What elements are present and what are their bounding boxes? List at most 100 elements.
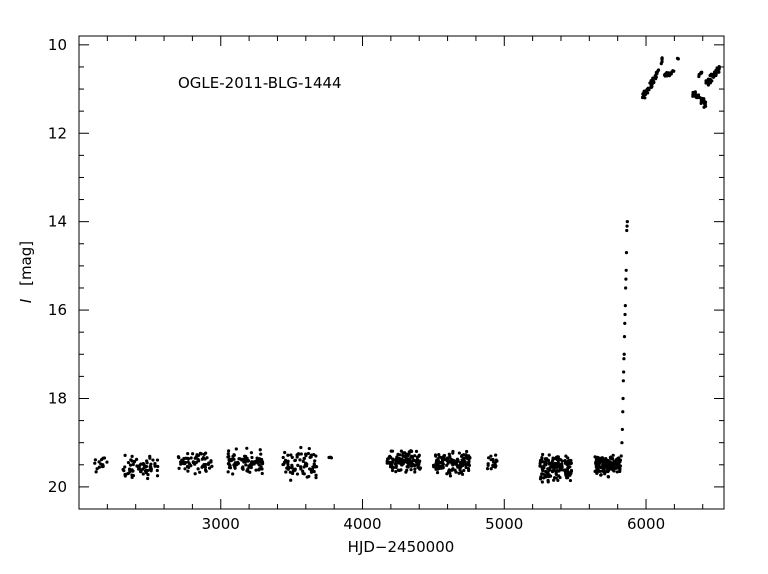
data-point <box>551 462 555 467</box>
data-point <box>138 463 142 467</box>
data-point <box>94 470 98 474</box>
data-point <box>314 476 318 480</box>
data-point <box>304 461 308 465</box>
data-point <box>156 464 160 469</box>
data-point <box>141 472 145 476</box>
x-tick-label: 5000 <box>485 515 523 533</box>
data-point <box>650 82 654 86</box>
data-point <box>404 457 408 461</box>
data-point <box>409 464 414 468</box>
data-point <box>460 472 465 476</box>
data-point <box>131 473 136 478</box>
data-point <box>435 464 440 468</box>
data-point <box>131 462 135 467</box>
data-point <box>556 460 560 464</box>
data-point <box>199 452 203 456</box>
data-point <box>441 458 445 462</box>
data-point <box>237 457 241 461</box>
data-point <box>286 467 290 471</box>
data-point <box>610 457 615 461</box>
data-point <box>448 459 452 463</box>
data-point <box>569 468 574 473</box>
data-point <box>569 458 573 463</box>
data-point <box>459 464 463 468</box>
data-point <box>406 465 410 469</box>
data-point <box>624 286 628 290</box>
data-point <box>540 472 544 476</box>
data-point <box>232 453 236 457</box>
data-point <box>181 459 185 463</box>
data-point <box>186 469 190 473</box>
data-point <box>415 458 419 462</box>
data-point <box>246 467 250 471</box>
data-point <box>451 463 455 467</box>
data-point <box>255 456 259 460</box>
y-tick-label: 16 <box>48 301 67 319</box>
data-point <box>146 476 150 481</box>
data-point <box>467 457 471 461</box>
data-point <box>196 467 200 471</box>
data-point <box>302 465 306 469</box>
data-point <box>691 94 695 98</box>
data-point <box>714 68 718 72</box>
data-point <box>548 461 552 465</box>
data-point <box>284 470 288 474</box>
data-point <box>693 94 697 98</box>
data-point <box>611 453 615 457</box>
data-point <box>234 447 238 451</box>
data-point <box>554 476 558 480</box>
data-point <box>493 465 497 469</box>
data-point <box>402 460 406 464</box>
data-point <box>413 454 417 458</box>
data-point <box>653 74 657 78</box>
data-point <box>231 472 235 476</box>
data-point <box>399 468 403 472</box>
data-point <box>400 457 404 461</box>
data-point <box>198 470 202 474</box>
data-point <box>625 228 629 233</box>
data-point <box>148 454 152 458</box>
data-point <box>445 463 449 467</box>
data-point <box>286 453 290 457</box>
data-point <box>644 89 649 93</box>
data-point <box>610 464 614 468</box>
data-point <box>282 462 286 466</box>
data-point <box>123 465 127 469</box>
data-point <box>620 427 624 432</box>
data-point <box>149 465 153 469</box>
data-point <box>556 478 560 483</box>
data-point <box>552 478 556 482</box>
data-point <box>155 474 160 478</box>
data-point <box>142 466 146 470</box>
data-point <box>702 105 706 109</box>
data-point <box>703 101 707 106</box>
data-point <box>227 459 232 463</box>
data-point <box>699 99 703 103</box>
data-point <box>250 455 254 460</box>
axis-tick-labels: 3000 4000 5000 6000 10 12 14 16 18 20 <box>48 36 665 533</box>
data-point <box>552 466 556 470</box>
data-point <box>622 335 627 339</box>
data-point <box>145 461 149 465</box>
data-point <box>447 469 451 473</box>
data-point <box>186 452 190 456</box>
data-point <box>130 468 134 472</box>
data-point <box>260 461 264 465</box>
data-point <box>618 467 622 471</box>
data-point <box>249 451 254 455</box>
data-point <box>189 456 193 460</box>
data-point <box>399 449 403 453</box>
data-point <box>99 462 103 466</box>
data-point <box>406 461 410 465</box>
data-point <box>123 474 127 478</box>
data-point <box>704 81 708 85</box>
data-point <box>462 468 466 473</box>
data-point <box>606 469 610 474</box>
data-point <box>245 446 249 450</box>
data-point <box>228 463 232 468</box>
data-point <box>123 453 127 458</box>
data-point <box>290 471 295 476</box>
data-point <box>299 445 303 450</box>
data-point <box>540 480 544 484</box>
data-point <box>707 78 711 82</box>
